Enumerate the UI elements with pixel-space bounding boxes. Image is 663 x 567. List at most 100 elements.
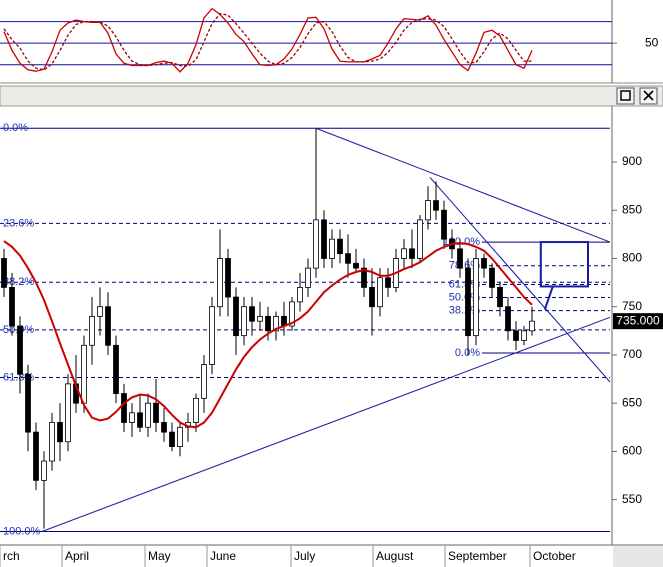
target-box (539, 241, 589, 288)
candle-body (225, 258, 231, 298)
candle-body (249, 306, 255, 322)
candle-body (153, 402, 159, 423)
candle-body (113, 344, 119, 394)
corner (613, 546, 663, 567)
oscillator-plot (0, 7, 612, 73)
candle-body (17, 325, 23, 375)
fib-label: 38.2% (3, 276, 34, 288)
candle-body (233, 296, 239, 337)
candle-body (441, 209, 447, 240)
y-tick-label: 600 (622, 444, 642, 458)
candle-body (481, 258, 487, 269)
candle-body (369, 287, 375, 308)
y-tick-label: 650 (622, 395, 642, 409)
candle-body (409, 248, 415, 259)
x-tick-label: May (148, 549, 171, 563)
oscillator-line (3, 12, 532, 71)
x-tick-label: July (294, 549, 315, 563)
candle-body (265, 315, 271, 332)
candle-body (497, 287, 503, 308)
trendline (315, 127, 611, 243)
candle-body (353, 262, 359, 269)
candle-body (345, 253, 351, 264)
candle-body (473, 258, 479, 337)
candle-body (297, 287, 303, 303)
x-tick-label: rch (3, 549, 20, 563)
candle-body (217, 258, 223, 308)
candle-body (401, 248, 407, 259)
close-button[interactable] (639, 87, 658, 105)
candle-body (201, 364, 207, 399)
projection-line (543, 286, 554, 310)
candle-body (1, 258, 7, 288)
candle-body (137, 412, 143, 428)
candle-body (49, 422, 55, 462)
candle-body (65, 383, 71, 443)
trendline (41, 316, 611, 532)
candle-body (257, 315, 263, 322)
trendline (429, 177, 611, 383)
candle-body (9, 287, 15, 327)
x-tick-label: June (210, 549, 236, 563)
x-tick-label: April (65, 549, 89, 563)
candle-body (433, 200, 439, 211)
candle-body (177, 426, 183, 447)
title-bar (0, 85, 663, 107)
candle-body (129, 412, 135, 423)
x-tick-label: September (448, 549, 507, 563)
y-tick-label: 50 (645, 35, 659, 49)
candle-body (25, 373, 31, 433)
candle-body (33, 431, 39, 481)
candle-body (377, 277, 383, 308)
candle-body (161, 422, 167, 433)
moving-average (3, 240, 533, 429)
candle-body (81, 344, 87, 404)
candle-body (89, 315, 95, 346)
last-price-box (613, 313, 663, 330)
candle-body (385, 277, 391, 288)
fib-label: 61.8% (449, 278, 480, 290)
candle-body (513, 330, 519, 341)
candle-body (329, 238, 335, 259)
y-tick-label: 800 (622, 251, 642, 265)
maximize-button[interactable] (616, 87, 635, 105)
fib-label: 0.0% (3, 122, 28, 134)
y-tick-label: 850 (622, 202, 642, 216)
fib-label: 50.0% (449, 291, 480, 303)
candle-body (121, 393, 127, 423)
candle-body (321, 219, 327, 259)
candle-body (425, 200, 431, 221)
y-tick-label: 900 (622, 154, 642, 168)
oscillator-line (3, 7, 533, 73)
candle-body (193, 397, 199, 423)
fib-label: 38.2% (449, 305, 480, 317)
fib-label: 78.6% (449, 260, 480, 272)
candle-body (521, 330, 527, 341)
candle-body (273, 315, 279, 332)
price-plot: 0.0%23.6%38.2%50.0%61.8%100.0%0.0%38.2%5… (0, 122, 611, 537)
x-tick-label: August (376, 549, 414, 563)
fib-label: 23.6% (3, 217, 34, 229)
candle-body (313, 219, 319, 269)
y-tick-label: 700 (622, 347, 642, 361)
candle-body (489, 267, 495, 288)
candle-body (57, 422, 63, 443)
candle-body (337, 238, 343, 255)
candle-body (305, 267, 311, 288)
y-tick-label: 550 (622, 492, 642, 506)
last-price-label: 735.000 (616, 313, 660, 327)
candle-body (361, 267, 367, 288)
candle-body (505, 306, 511, 332)
candle-body (417, 219, 423, 259)
candle-body (457, 248, 463, 269)
candle-body (289, 301, 295, 327)
candle-body (41, 460, 47, 481)
candle-body (105, 306, 111, 346)
candle-body (169, 431, 175, 447)
fib-label: 100.0% (3, 525, 41, 537)
candle-body (529, 320, 535, 332)
axes: 50 550 600 650 700 750 800 850 900 rch April May Jun… (0, 35, 663, 567)
